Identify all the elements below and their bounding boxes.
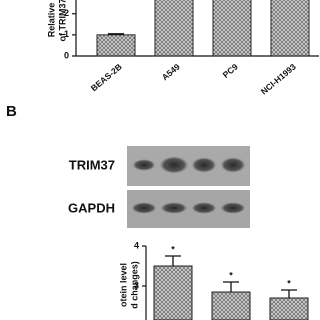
bar-chart: 3 4 otein level d changes) * * * — [118, 240, 309, 320]
blot-band — [191, 202, 217, 214]
y-axis-label: of TRIM37 — [57, 0, 67, 42]
bar — [269, 297, 309, 320]
y-axis-label: d changes) — [129, 261, 139, 309]
bar — [96, 34, 136, 57]
blot-label: TRIM37 — [69, 157, 115, 172]
y-tick-label: 0 — [64, 50, 69, 60]
western-blot: TRIM37 GAPDH — [68, 146, 250, 228]
error-bar — [108, 33, 124, 35]
significance-mark: * — [229, 270, 233, 280]
blot-band — [220, 157, 246, 173]
y-tick-label: 3 — [134, 280, 139, 290]
bar — [154, 0, 194, 57]
error-bar — [223, 281, 239, 292]
blot-label: GAPDH — [68, 200, 115, 215]
y-tick-label: 4 — [134, 240, 139, 250]
bar — [153, 265, 193, 320]
y-axis-label: Relative — [46, 3, 56, 38]
y-tick-label: 1 — [64, 29, 69, 39]
y-axis-label: otein level — [118, 263, 128, 307]
bar — [212, 0, 252, 57]
significance-mark: * — [171, 244, 175, 254]
x-tick-label: PC9 — [221, 61, 240, 79]
blot-band — [132, 159, 156, 171]
error-bar — [281, 289, 297, 298]
x-tick-label: BEAS-2B — [89, 62, 124, 94]
blot-band — [191, 157, 217, 173]
panel-label: B — [6, 103, 17, 120]
bar — [211, 291, 251, 320]
blot-band — [159, 156, 189, 174]
x-tick-label: NCI-H1993 — [259, 61, 298, 96]
blot-band — [220, 202, 246, 214]
error-bar — [165, 255, 181, 266]
blot-band — [160, 202, 188, 214]
bar-chart: 0 1 2 Relative of TRIM37 BEAS-2B A549 PC9 NCI-H1… — [46, 0, 319, 97]
blot-band — [131, 202, 157, 214]
significance-mark: * — [287, 278, 291, 288]
x-tick-label: A549 — [160, 61, 182, 82]
bar — [270, 0, 310, 57]
y-tick-label: 2 — [64, 8, 69, 18]
